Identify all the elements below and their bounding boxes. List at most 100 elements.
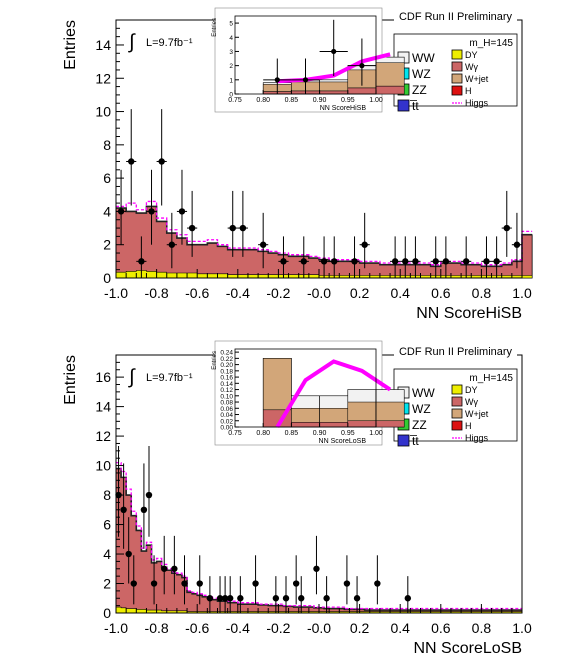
legend-label: t̅t bbox=[410, 434, 420, 448]
data-point bbox=[292, 580, 300, 587]
data-point bbox=[374, 580, 381, 587]
data-point bbox=[323, 595, 330, 602]
inset-x-tick-label: 0.95 bbox=[341, 430, 355, 437]
legend-swatch bbox=[451, 408, 463, 419]
x-tick-label: -0.8 bbox=[145, 285, 169, 301]
inset-wgamma-bin bbox=[347, 87, 377, 95]
inset-wgamma-bin bbox=[319, 90, 349, 95]
inset-y-axis-label: Entries bbox=[212, 18, 218, 37]
data-point bbox=[206, 595, 214, 602]
inset-x-tick-label: 0.85 bbox=[285, 97, 299, 104]
data-point bbox=[237, 595, 244, 602]
inset-x-axis-label: NN ScoreLoSB bbox=[319, 438, 367, 445]
legend-swatch bbox=[451, 396, 463, 407]
inset-y-tick-label: 0.04 bbox=[220, 412, 233, 419]
data-point bbox=[216, 595, 224, 602]
data-point bbox=[412, 258, 419, 265]
legend-label: WW bbox=[412, 386, 435, 400]
inset-x-axis-label: NN ScoreHiSB bbox=[320, 105, 367, 112]
y-tick-label: 10 bbox=[95, 458, 111, 474]
data-point bbox=[188, 224, 196, 232]
data-point bbox=[442, 258, 450, 265]
data-point bbox=[313, 565, 320, 572]
inset-x-tick-label: 0.90 bbox=[313, 430, 327, 437]
y-tick-label: 4 bbox=[103, 203, 111, 219]
y-tick-label: 6 bbox=[103, 170, 111, 186]
legend-label: W+jet bbox=[465, 74, 489, 84]
data-point bbox=[462, 258, 470, 265]
data-point bbox=[221, 595, 229, 602]
data-point bbox=[196, 580, 203, 587]
inset-data-point bbox=[359, 63, 365, 69]
data-point bbox=[503, 224, 510, 232]
data-point bbox=[148, 208, 155, 215]
data-point bbox=[272, 595, 280, 602]
inset-x-tick-label: 0.90 bbox=[313, 97, 327, 104]
inset-y-tick-label: 5 bbox=[229, 21, 233, 28]
data-point bbox=[181, 580, 188, 587]
inset-y-tick-label: 0.08 bbox=[220, 400, 233, 407]
inset-x-tick-label: 0.80 bbox=[256, 97, 270, 104]
legend-swatch bbox=[451, 384, 463, 395]
data-point bbox=[226, 595, 234, 602]
inset-wgamma-bin bbox=[319, 422, 349, 428]
legend: m_H=145 WW WZ ZZ t̅t DY Wγ W+jet H Higgs bbox=[393, 368, 518, 448]
legend-swatch bbox=[397, 99, 410, 112]
legend-label: H bbox=[465, 86, 472, 96]
inset-y-tick-label: 0.22 bbox=[220, 356, 233, 363]
data-point bbox=[239, 224, 247, 232]
y-tick-label: 6 bbox=[103, 517, 111, 533]
x-tick-label: 0.8 bbox=[472, 620, 492, 636]
data-point bbox=[140, 506, 148, 513]
inset-wgamma-bin bbox=[291, 422, 320, 428]
inset-x-tick-label: 1.00 bbox=[369, 430, 383, 437]
inset-y-tick-label: 0.06 bbox=[220, 406, 233, 413]
inset-y-tick-label: 0.18 bbox=[220, 368, 233, 375]
y-tick-label: 16 bbox=[95, 369, 111, 385]
inset-panel: 0.75 0.80 0.85 0.90 0.95 1.00 0.000.020.040.06… bbox=[212, 340, 405, 446]
inset-x-tick-label: 0.85 bbox=[285, 430, 299, 437]
x-tick-label: 0.8 bbox=[472, 285, 492, 301]
y-tick-label: 12 bbox=[95, 70, 111, 86]
data-point bbox=[161, 565, 168, 572]
inset-frame bbox=[234, 348, 377, 428]
inset-wgamma-bin bbox=[347, 420, 377, 428]
legend-label: t̅t bbox=[410, 99, 420, 113]
inset-y-tick-label: 0 bbox=[229, 92, 233, 99]
legend-swatch bbox=[397, 434, 410, 447]
inset-y-tick-label: 0.10 bbox=[220, 393, 233, 400]
data-point bbox=[361, 241, 368, 248]
inset-higgs-line bbox=[275, 359, 392, 429]
legend-label: Higgs bbox=[465, 98, 489, 108]
inset-y-tick-label: 0.14 bbox=[220, 381, 233, 388]
inset-y-tick-label: 2 bbox=[229, 63, 233, 70]
data-point bbox=[404, 595, 412, 602]
data-point bbox=[331, 258, 338, 265]
inset-y-tick-label: 0.12 bbox=[220, 387, 233, 394]
data-point bbox=[353, 595, 361, 602]
inset-wjet-bin bbox=[291, 408, 320, 423]
x-tick-label: 0.4 bbox=[390, 285, 410, 301]
y-tick-label: 8 bbox=[103, 137, 111, 153]
inset-wjet-bin bbox=[262, 358, 292, 411]
inset-x-tick-label: 0.75 bbox=[228, 97, 242, 104]
legend-label: WZ bbox=[412, 67, 431, 81]
legend-label: ZZ bbox=[412, 83, 427, 97]
x-tick-label: 0.6 bbox=[431, 620, 451, 636]
mass-label: m_H=145 bbox=[469, 373, 513, 384]
inset-x-tick-label: 1.00 bbox=[369, 97, 383, 104]
x-tick-label: -0.2 bbox=[266, 620, 290, 636]
title-box bbox=[394, 10, 517, 22]
inset-data-point bbox=[302, 77, 309, 83]
data-point bbox=[168, 241, 176, 248]
data-point bbox=[298, 595, 305, 602]
bottom-panel: -1.0 -0.8 -0.6 -0.4 -0.2 -0.0 0.2 0.4 0.6 0.8 1.00… bbox=[62, 340, 532, 657]
data-point bbox=[280, 258, 287, 265]
data-point bbox=[432, 258, 439, 265]
legend-label: Wγ bbox=[465, 62, 478, 72]
inset-y-tick-label: 0.00 bbox=[220, 425, 233, 432]
mass-label: m_H=145 bbox=[469, 38, 513, 49]
legend-swatch bbox=[451, 85, 463, 96]
inset-y-tick-label: 0.20 bbox=[220, 362, 233, 369]
